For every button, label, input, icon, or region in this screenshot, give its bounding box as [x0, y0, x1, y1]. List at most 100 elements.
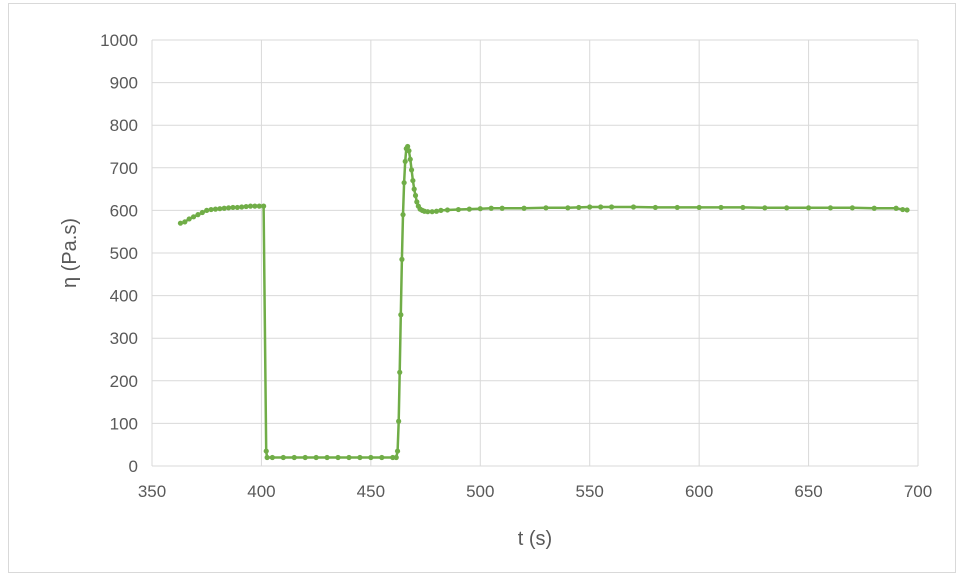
data-point	[412, 192, 419, 199]
data-point	[280, 454, 286, 461]
data-point	[630, 204, 637, 210]
data-point	[433, 208, 440, 214]
data-point	[827, 205, 834, 211]
data-point	[195, 212, 201, 218]
data-point	[261, 203, 267, 209]
data-point	[598, 204, 604, 210]
data-point	[411, 186, 417, 192]
data-point	[455, 206, 461, 213]
data-point	[221, 205, 227, 211]
y-tick-label: 200	[110, 372, 138, 391]
data-point	[397, 369, 403, 375]
y-tick-label: 300	[110, 329, 138, 348]
data-point	[477, 206, 483, 212]
data-point	[269, 454, 275, 461]
data-point	[239, 204, 245, 210]
data-point	[674, 204, 680, 211]
data-point	[393, 454, 399, 461]
data-point	[182, 219, 188, 225]
data-point	[400, 212, 406, 218]
data-point	[379, 454, 385, 461]
data-point	[784, 205, 790, 211]
chart-area	[8, 3, 956, 573]
data-point	[217, 206, 223, 212]
data-point	[900, 206, 906, 213]
data-point	[488, 205, 494, 211]
y-tick-label: 700	[110, 159, 138, 178]
data-point	[438, 207, 444, 213]
data-point	[302, 454, 308, 461]
x-tick-label: 600	[685, 482, 713, 501]
y-tick-label: 0	[129, 457, 138, 476]
data-point	[226, 205, 232, 211]
data-point	[324, 454, 330, 461]
data-point	[740, 204, 746, 211]
data-point	[398, 312, 404, 318]
y-tick-label: 600	[110, 201, 138, 220]
data-point	[405, 143, 411, 150]
data-point	[264, 454, 270, 461]
data-point	[521, 205, 527, 211]
data-point	[609, 204, 615, 210]
x-axis-tick-labels: 350 400 450 500 550 600 650 700	[138, 482, 932, 501]
x-tick-label: 650	[794, 482, 822, 501]
y-tick-label: 500	[110, 244, 138, 263]
data-point	[230, 204, 236, 211]
data-point	[346, 454, 352, 461]
data-point	[190, 214, 197, 220]
data-point	[587, 204, 593, 210]
data-point	[406, 148, 412, 154]
data-point	[414, 199, 420, 205]
y-axis-title: η (Pa.s)	[59, 218, 81, 288]
gridlines	[151, 39, 919, 467]
data-series	[177, 143, 910, 461]
data-point	[444, 207, 451, 213]
x-tick-label: 550	[576, 482, 604, 501]
data-point	[208, 206, 214, 213]
data-point	[425, 209, 431, 215]
data-point	[243, 203, 249, 210]
data-point	[394, 448, 401, 454]
data-point	[565, 205, 571, 211]
data-point	[396, 418, 402, 424]
data-point	[291, 454, 297, 461]
data-point	[247, 203, 254, 209]
series-line	[180, 145, 908, 459]
data-point	[402, 158, 408, 165]
data-point	[399, 256, 405, 262]
data-point	[212, 206, 219, 212]
y-tick-label: 400	[110, 287, 138, 306]
y-tick-label: 800	[110, 116, 138, 135]
data-point	[805, 205, 812, 211]
data-point	[186, 216, 192, 222]
data-point	[762, 205, 768, 211]
data-point	[252, 203, 258, 209]
y-axis-tick-labels: 0 100 200 300 400 500 600 700 800 900 1000	[100, 31, 138, 476]
data-point	[256, 203, 262, 209]
x-axis-title: t (s)	[518, 528, 552, 550]
y-tick-label: 100	[110, 414, 138, 433]
data-point	[543, 205, 549, 211]
data-point	[652, 204, 658, 211]
data-point	[696, 204, 702, 211]
data-point	[199, 209, 205, 216]
data-point	[466, 206, 472, 212]
data-point	[407, 156, 413, 162]
data-point	[401, 180, 407, 186]
x-tick-label: 700	[904, 482, 932, 501]
data-point	[368, 454, 374, 461]
data-point	[204, 207, 210, 213]
data-point	[177, 220, 184, 226]
x-tick-label: 400	[247, 482, 275, 501]
data-point	[263, 448, 269, 454]
data-point	[576, 204, 582, 211]
data-point	[904, 207, 910, 213]
data-point	[408, 167, 415, 173]
data-point	[234, 204, 240, 211]
data-point	[410, 177, 416, 184]
x-tick-label: 500	[466, 482, 494, 501]
y-tick-label: 900	[110, 74, 138, 93]
x-tick-label: 450	[357, 482, 385, 501]
data-point	[871, 205, 877, 211]
